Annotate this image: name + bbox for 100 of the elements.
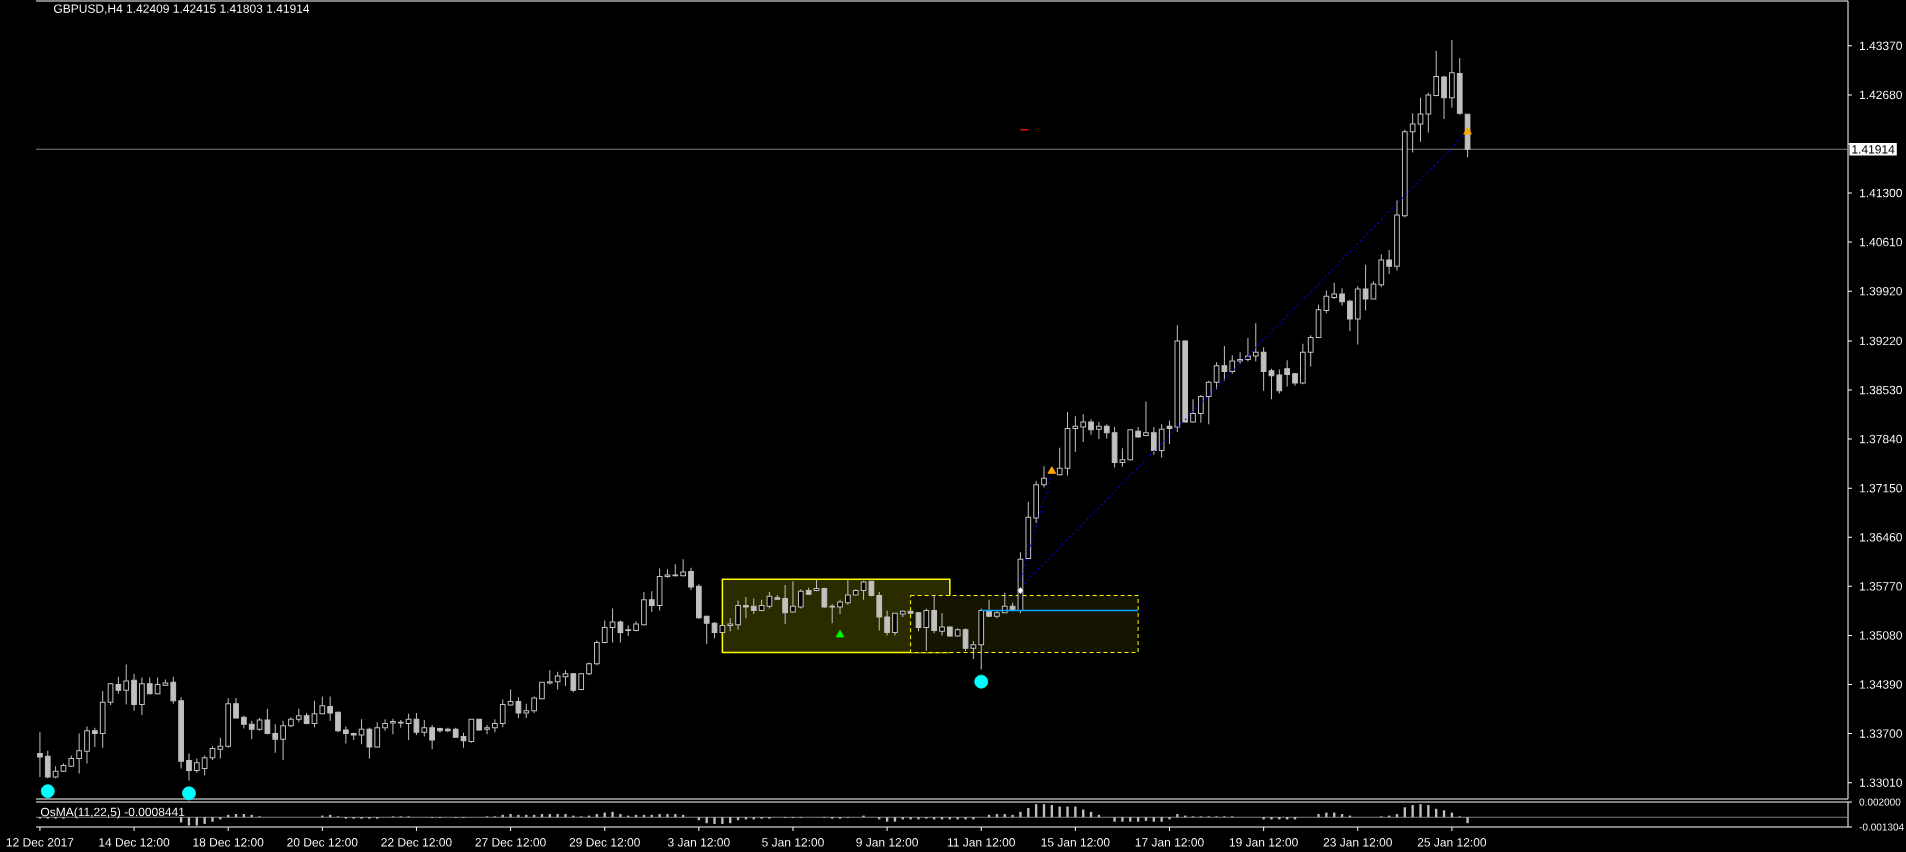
bar [1011,814,1014,818]
bar [611,811,614,818]
candlestick [476,718,483,732]
x-tick-label: 23 Jan 12:00 [1323,838,1392,847]
candlestick [1292,372,1298,387]
candlestick [994,609,1000,619]
bar [219,817,222,820]
candlestick [1354,285,1361,346]
point [1047,466,1057,474]
candlestick [319,696,326,715]
candlestick [594,639,600,666]
candlestick [1441,75,1447,120]
candlestick [484,724,490,735]
point [835,629,845,638]
x-tick-label: 18 Dec 12:00 [193,838,264,847]
candlestick [586,661,592,676]
candlestick [382,718,388,732]
candlestick [91,727,98,748]
candlestick [703,615,710,645]
y-tick-label: -0.001304 [1859,823,1904,831]
candlestick [578,672,585,691]
y-tick-label: 1.34390 [1859,680,1902,689]
candlestick [295,708,302,723]
candlestick [633,620,639,632]
bar [909,817,912,820]
candlestick [939,612,945,636]
candlestick [750,597,757,615]
x-tick-label: 27 Dec 12:00 [475,838,546,847]
candlestick [1252,322,1259,363]
candlestick [1096,421,1102,440]
bar [1113,817,1116,822]
candlestick [1041,465,1047,488]
candlestick [1229,354,1236,375]
y-tick-label: 1.33010 [1859,778,1902,787]
candlestick [539,681,545,700]
candlestick [774,594,781,601]
candlestick [1456,57,1463,116]
candlestick [1339,287,1345,306]
bar [1427,805,1430,818]
candlestick [1056,447,1063,476]
bar [1066,806,1069,818]
candlestick [1409,112,1416,153]
candlestick [327,696,334,722]
candlestick [437,727,443,734]
candlestick [1394,199,1400,272]
y-tick-label: 1.40610 [1859,237,1902,247]
candlestick [1307,334,1314,368]
point [40,784,55,799]
x-tick-label: 3 Jan 12:00 [667,838,730,847]
candlestick [186,752,192,782]
candlestick [170,676,177,705]
candlestick [797,588,804,609]
candlestick [782,584,788,625]
y-tick-label: 1.36460 [1859,533,1902,542]
candlestick [193,757,200,774]
x-tick-label: 14 Dec 12:00 [99,838,170,847]
candlestick [954,627,961,638]
bar [1074,806,1077,818]
x-tick-label: 19 Jan 12:00 [1229,838,1298,847]
candlestick [1433,50,1440,97]
candlestick [37,731,43,778]
candlestick [499,698,506,728]
candlestick [947,625,953,638]
candlestick [727,617,734,632]
candlestick [1088,418,1094,436]
candlestick [1299,343,1306,385]
x-tick-label: 15 Jan 12:00 [1041,838,1110,847]
candlestick [531,696,537,714]
candlestick [1182,339,1189,424]
point [1017,587,1024,595]
candlestick [805,587,812,596]
bar [964,817,967,820]
candlestick [1135,426,1141,439]
candlestick [1080,413,1087,443]
candlestick [1127,428,1134,461]
candlestick [288,716,294,728]
ref-line-label: 1.41914 [1852,145,1895,154]
x-tick-label: 22 Dec 12:00 [381,838,452,847]
y-tick-label: 1.37150 [1859,483,1902,493]
bar [564,814,567,818]
candlestick [845,579,851,606]
bar [713,817,716,824]
candlestick [1143,400,1149,437]
bar [885,817,889,822]
bar [1325,812,1328,818]
bar [658,814,661,818]
y-tick-label: 1.41300 [1859,188,1902,198]
bar [1019,811,1022,818]
bar [1270,817,1273,820]
candlestick [452,727,459,739]
candlestick [899,610,906,618]
candlestick [876,591,883,631]
candlestick [852,588,859,596]
candlestick [884,610,890,636]
candlestick [76,733,82,774]
candlestick [123,664,130,705]
candlestick [178,696,184,769]
x-tick-label: 11 Jan 12:00 [947,838,1015,847]
candlestick [421,719,428,737]
candlestick [350,732,357,741]
